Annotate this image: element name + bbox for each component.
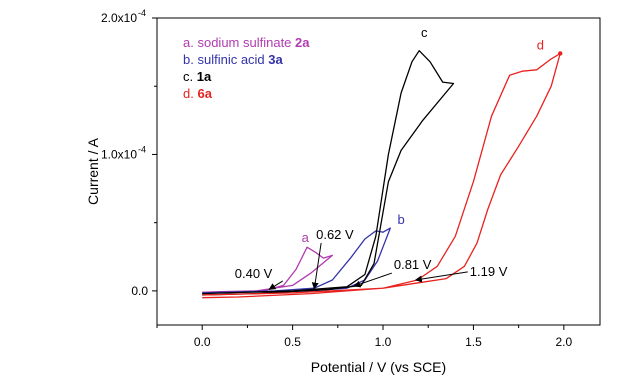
annotation-layer: a b c d 0.40 V 0.62 V 0.81 V 1.19 V [235, 25, 544, 290]
series-c-line [202, 50, 455, 296]
series-d-line [202, 52, 561, 299]
legend: a. sodium sulfinate 2a b. sulfinic acid 3… [183, 35, 310, 101]
onset-potential-label: 1.19 V [470, 264, 508, 279]
legend-entry-id: 6a [197, 86, 212, 101]
curve-label-c: c [421, 25, 428, 40]
legend-entry-name: sodium sulfinate [197, 35, 295, 50]
x-tick-label: 0.0 [194, 335, 211, 349]
onset-potential-label: 0.62 V [316, 227, 354, 242]
onset-arrow [268, 280, 284, 290]
legend-entry-id: 1a [197, 69, 212, 84]
legend-entry-id: 2a [295, 35, 310, 50]
onset-arrow [311, 242, 322, 290]
legend-entry-letter: b. [183, 52, 197, 67]
series-d-vertex-marker [558, 51, 563, 56]
legend-entry-name: sulfinic acid [197, 52, 268, 67]
plot-frame [156, 17, 601, 326]
onset-potential-label: 0.81 V [394, 257, 432, 272]
onset-potential-label: 0.40 V [235, 266, 273, 281]
y-tick-label: 2.0x10 [101, 11, 137, 25]
x-tick-label: 2.0 [555, 335, 572, 349]
y-tick-label: 1.0x10 [101, 147, 137, 161]
x-axis-label: Potential / V (vs SCE) [311, 359, 446, 375]
legend-entry-letter: a. [183, 35, 197, 50]
legend-entry: a. sodium sulfinate 2a [183, 35, 310, 50]
legend-entry: d. 6a [183, 86, 213, 101]
onset-arrow [353, 272, 393, 288]
y-tick-label: 0.0 [131, 284, 148, 298]
curve-label-b: b [397, 212, 404, 227]
legend-entry-letter: d. [183, 86, 197, 101]
x-tick-label: 0.5 [284, 335, 301, 349]
legend-entry: c. 1a [183, 69, 212, 84]
tick-layer: 0.0 0.5 1.0 1.5 2.00.01.0x10 -42.0x10 -4 [101, 8, 573, 349]
y-axis-label: Current / A [85, 137, 101, 205]
legend-entry: b. sulfinic acid 3a [183, 52, 284, 67]
legend-entry-id: 3a [268, 52, 283, 67]
y-tick-exponent: -4 [138, 144, 146, 154]
y-tick-exponent: -4 [138, 8, 146, 18]
curve-label-d: d [537, 37, 544, 52]
onset-arrow [414, 271, 468, 283]
curve-label-a: a [302, 230, 310, 245]
legend-entry-letter: c. [183, 69, 197, 84]
x-tick-label: 1.5 [465, 335, 482, 349]
x-tick-label: 1.0 [375, 335, 392, 349]
series-layer [202, 50, 563, 299]
